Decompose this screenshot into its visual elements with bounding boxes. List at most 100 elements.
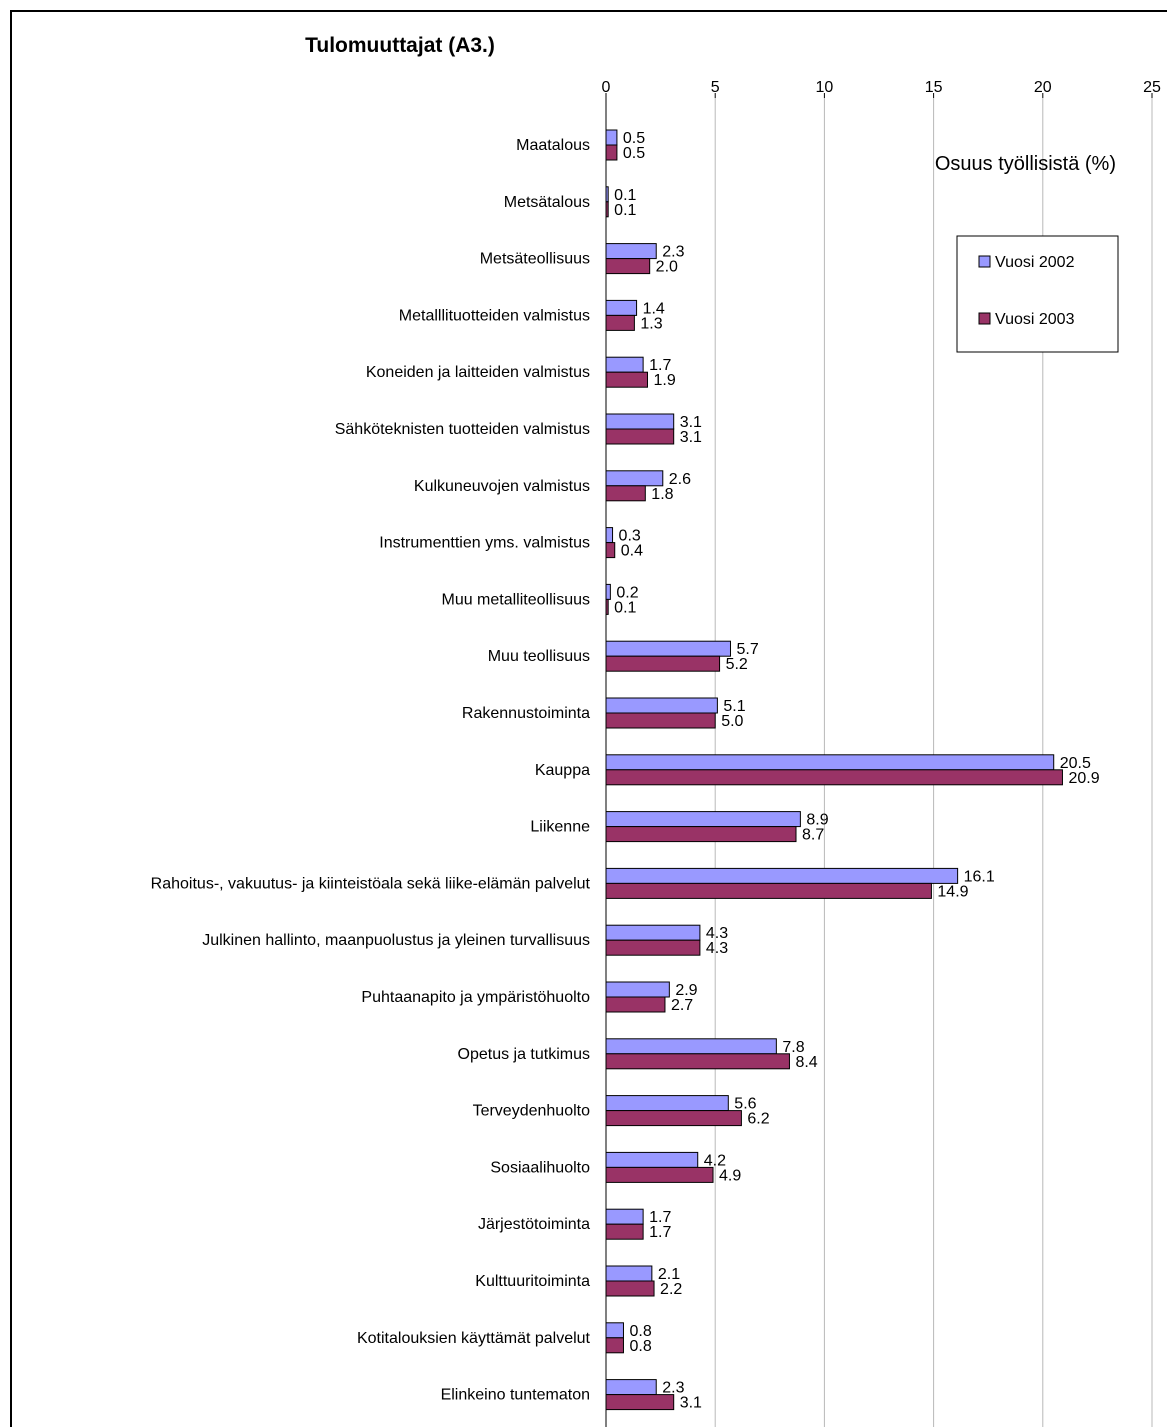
data-label: 1.7 [649,1224,671,1241]
data-label: 3.1 [680,414,702,431]
bar-2002 [605,470,664,487]
bar-2002 [605,583,611,600]
data-label: 2.6 [669,471,691,488]
tick-label-20: 20 [1034,79,1052,96]
category-label: Rakennustoiminta [462,705,590,722]
data-label: 1.7 [649,1209,671,1226]
bar-2002 [605,754,1055,771]
tick-label-5: 5 [711,79,720,96]
category-label: Elinkeino tuntematon [441,1387,590,1404]
data-label: 4.2 [704,1152,726,1169]
bar-2003 [605,1110,742,1127]
category-label: Metsäteollisuus [480,251,590,268]
tick-label-15: 15 [925,79,943,96]
bar-2003 [605,1223,644,1240]
chart-title: Tulomuuttajat (A3.) [305,34,495,57]
bar-2003 [605,258,651,275]
data-label: 4.9 [719,1167,741,1184]
bar-2002 [605,867,959,884]
bar-2003 [605,1166,714,1183]
bar-2002 [605,1151,699,1168]
tick-label-25: 25 [1143,79,1161,96]
data-label: 4.3 [706,940,728,957]
category-label: Terveydenhuolto [473,1103,591,1120]
data-label: 0.8 [629,1323,651,1340]
data-label: 1.4 [643,300,665,317]
data-label: 0.1 [614,599,636,616]
category-label: Koneiden ja laitteiden valmistus [366,364,590,381]
bar-2003 [605,712,716,729]
category-label: Kulkuneuvojen valmistus [414,478,590,495]
bar-2003 [605,769,1063,786]
tick-label-10: 10 [816,79,834,96]
data-label: 8.7 [802,827,824,844]
bar-2003 [605,428,675,445]
data-label: 0.2 [616,584,638,601]
bar-2002 [605,981,670,998]
data-label: 7.8 [782,1039,804,1056]
bar-2002 [605,129,618,146]
data-label: 3.1 [680,1395,702,1412]
data-label: 20.9 [1068,770,1099,787]
data-label: 2.7 [671,997,693,1014]
bar-2003 [605,485,646,502]
legend-swatch-2002 [978,255,991,268]
data-label: 2.9 [675,982,697,999]
data-label: 1.8 [651,486,673,503]
bar-2002 [605,527,614,544]
data-label: 8.4 [795,1054,817,1071]
data-label: 1.9 [653,372,675,389]
data-label: 5.0 [721,713,743,730]
bar-2003 [605,542,616,559]
data-label: 5.2 [726,656,748,673]
bar-2002 [605,413,675,430]
category-label: Liikenne [530,819,590,836]
legend-swatch-2003 [978,312,991,325]
category-label: Muu teollisuus [488,648,590,665]
data-label: 1.3 [640,315,662,332]
bar-2002 [605,1265,653,1282]
bar-2002 [605,924,701,941]
x-axis-ticks: 0 5 10 15 20 25 [602,79,1161,98]
bar-2002 [605,1038,777,1055]
legend-label: Vuosi 2002 [995,254,1075,271]
category-label: Sosiaalihuolto [490,1159,590,1176]
bar-2003 [605,1280,655,1297]
bar-2002 [605,640,731,657]
category-label: Kulttuuritoiminta [475,1273,590,1290]
category-label: Julkinen hallinto, maanpuolustus ja ylei… [202,932,590,949]
legend-label: Vuosi 2003 [995,311,1075,328]
bar-2002 [605,1322,624,1339]
category-label: Järjestötoiminta [478,1216,590,1233]
bar-2003 [605,1337,624,1354]
bar-series: 0.50.50.10.12.32.01.41.31.71.93.13.12.61… [605,129,1100,1412]
data-label: 0.8 [629,1338,651,1355]
axis-note: Osuus työllisistä (%) [935,153,1116,175]
data-label: 5.7 [736,641,758,658]
data-label: 3.1 [680,429,702,446]
bar-2003 [605,826,797,843]
category-label: Metalllituotteiden valmistus [399,307,590,324]
tick-label-0: 0 [602,79,611,96]
data-label: 8.9 [806,812,828,829]
bar-2003 [605,371,648,388]
category-label: Metsätalous [504,194,590,211]
category-label: Rahoitus-, vakuutus- ja kiinteistöala se… [151,875,591,892]
bar-2002 [605,1208,644,1225]
category-label: Opetus ja tutkimus [458,1046,591,1063]
bar-2003 [605,1053,790,1070]
data-label: 0.5 [623,130,645,147]
bar-2003 [605,144,618,161]
data-label: 0.4 [621,543,643,560]
data-label: 2.2 [660,1281,682,1298]
bar-2002 [605,1379,657,1396]
category-label: Puhtaanapito ja ympäristöhuolto [361,989,590,1006]
bar-2002 [605,299,638,316]
data-label: 2.1 [658,1266,680,1283]
data-label: 5.1 [723,698,745,715]
data-label: 0.1 [614,187,636,204]
bar-2003 [605,1394,675,1411]
bar-2003 [605,655,721,672]
category-label: Sähköteknisten tuotteiden valmistus [335,421,590,438]
